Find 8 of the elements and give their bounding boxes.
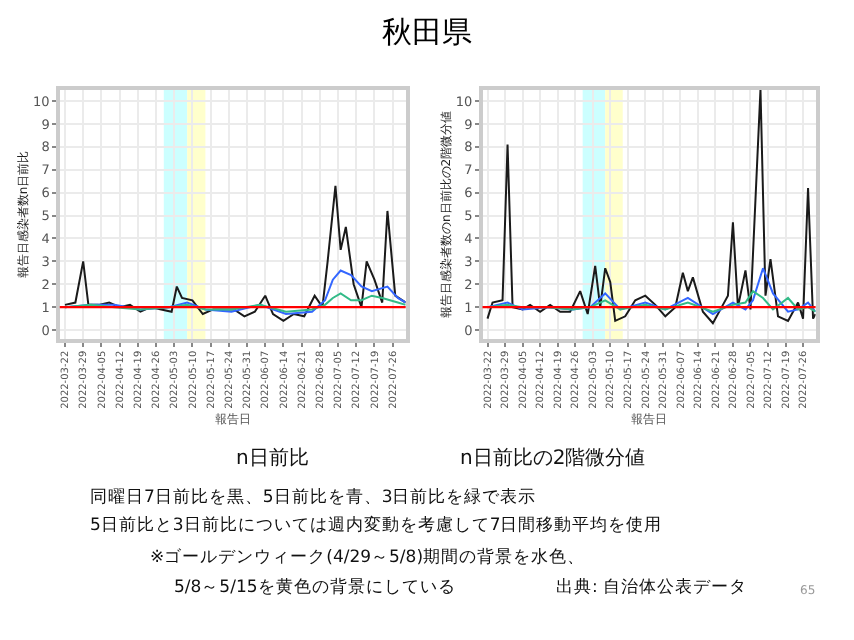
text: ※ゴールデンウィーク(4/29～5/8)期間の背景を水色、	[150, 546, 586, 568]
text: 5/8～5/15を黄色の背景にしている	[174, 576, 456, 598]
text: n日前比	[236, 446, 309, 470]
source-note: 出典: 自治体公表データ	[556, 576, 748, 598]
text: 同曜日7日前比を黒、5日前比を青、3日前比を緑で表示	[90, 486, 537, 508]
text: 5日前比と3日前比については週内変動を考慮して7日間移動平均を使用	[90, 514, 663, 536]
text: n日前比の2階微分値	[460, 446, 646, 470]
chart-title: 秋田県	[382, 14, 472, 50]
